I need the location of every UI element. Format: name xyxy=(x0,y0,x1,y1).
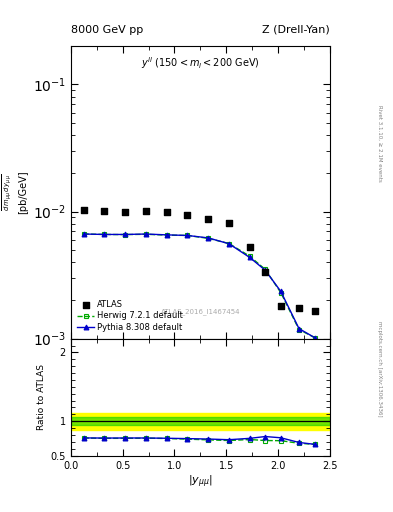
Herwig 7.2.1 default xyxy=(227,241,231,247)
ATLAS xyxy=(163,208,170,217)
Pythia 8.308 default xyxy=(247,254,252,261)
Herwig 7.2.1 default xyxy=(247,253,252,259)
Herwig 7.2.1 default xyxy=(143,231,148,238)
Herwig 7.2.1 default xyxy=(81,231,86,237)
ATLAS xyxy=(296,304,302,312)
Pythia 8.308 default xyxy=(164,232,169,238)
Pythia 8.308 default xyxy=(279,288,283,294)
Line: Herwig 7.2.1 default: Herwig 7.2.1 default xyxy=(81,231,317,340)
ATLAS xyxy=(311,307,318,315)
ATLAS xyxy=(143,207,149,215)
X-axis label: $|y_{\mu\mu}|$: $|y_{\mu\mu}|$ xyxy=(188,473,213,489)
Text: mcplots.cern.ch [arXiv:1306.3436]: mcplots.cern.ch [arXiv:1306.3436] xyxy=(377,321,382,416)
Herwig 7.2.1 default xyxy=(279,290,283,296)
ATLAS xyxy=(226,219,232,227)
Legend: ATLAS, Herwig 7.2.1 default, Pythia 8.308 default: ATLAS, Herwig 7.2.1 default, Pythia 8.30… xyxy=(75,297,186,334)
Pythia 8.308 default xyxy=(206,235,211,241)
Pythia 8.308 default xyxy=(263,267,268,273)
Herwig 7.2.1 default xyxy=(102,231,107,238)
Pythia 8.308 default xyxy=(81,231,86,237)
ATLAS xyxy=(101,207,108,215)
Pythia 8.308 default xyxy=(143,231,148,237)
ATLAS xyxy=(122,207,129,216)
Line: Pythia 8.308 default: Pythia 8.308 default xyxy=(81,231,317,340)
Text: ATLAS_2016_I1467454: ATLAS_2016_I1467454 xyxy=(161,309,240,315)
Text: $y^{ll}\ (150 < m_{\it{l}} < 200\ \mathrm{GeV})$: $y^{ll}\ (150 < m_{\it{l}} < 200\ \mathr… xyxy=(141,55,260,71)
Herwig 7.2.1 default xyxy=(297,327,301,333)
Text: Rivet 3.1.10, ≥ 2.1M events: Rivet 3.1.10, ≥ 2.1M events xyxy=(377,105,382,182)
ATLAS xyxy=(81,206,87,214)
ATLAS xyxy=(184,210,191,219)
Herwig 7.2.1 default xyxy=(185,232,190,239)
Pythia 8.308 default xyxy=(297,326,301,332)
ATLAS xyxy=(246,243,253,251)
Herwig 7.2.1 default xyxy=(123,231,128,238)
Text: 8000 GeV pp: 8000 GeV pp xyxy=(71,25,143,35)
Herwig 7.2.1 default xyxy=(312,334,317,340)
Pythia 8.308 default xyxy=(312,334,317,340)
Pythia 8.308 default xyxy=(227,241,231,247)
Pythia 8.308 default xyxy=(102,231,107,238)
Herwig 7.2.1 default xyxy=(164,232,169,238)
Herwig 7.2.1 default xyxy=(206,236,211,242)
Pythia 8.308 default xyxy=(185,232,190,239)
Herwig 7.2.1 default xyxy=(263,266,268,272)
Y-axis label: $\frac{d^2\sigma}{d\,m_{\mu\mu}\,d\,y_{\mu\mu}}$
[pb/GeV]: $\frac{d^2\sigma}{d\,m_{\mu\mu}\,d\,y_{\… xyxy=(0,170,28,214)
ATLAS xyxy=(278,302,284,310)
ATLAS xyxy=(205,215,211,223)
Pythia 8.308 default xyxy=(123,231,128,238)
Y-axis label: Ratio to ATLAS: Ratio to ATLAS xyxy=(37,364,46,430)
Text: Z (Drell-Yan): Z (Drell-Yan) xyxy=(263,25,330,35)
ATLAS xyxy=(262,268,268,276)
